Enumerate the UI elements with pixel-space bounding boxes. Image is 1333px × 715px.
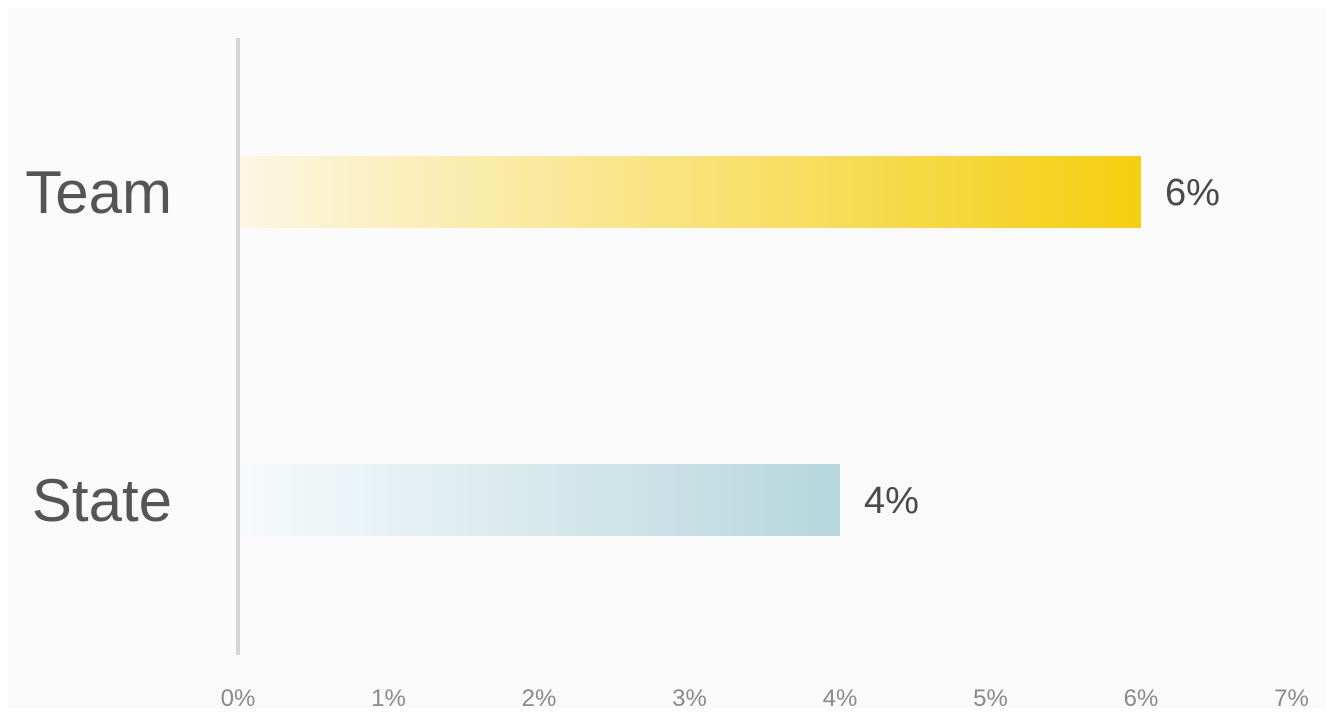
x-tick-label: 2% bbox=[522, 685, 557, 712]
chart-background bbox=[8, 8, 1326, 708]
x-tick-label: 7% bbox=[1274, 685, 1309, 712]
x-tick-label: 6% bbox=[1124, 685, 1159, 712]
x-tick-label: 1% bbox=[371, 685, 406, 712]
x-tick-label: 4% bbox=[823, 685, 858, 712]
bar-state bbox=[240, 464, 840, 536]
category-label-state: State bbox=[32, 467, 172, 534]
value-label-state: 4% bbox=[864, 480, 919, 522]
x-tick-label: 0% bbox=[221, 685, 256, 712]
x-tick-label: 3% bbox=[672, 685, 707, 712]
category-label-team: Team bbox=[25, 159, 172, 226]
value-label-team: 6% bbox=[1165, 172, 1220, 214]
bar-team bbox=[240, 156, 1141, 228]
x-tick-label: 5% bbox=[973, 685, 1008, 712]
